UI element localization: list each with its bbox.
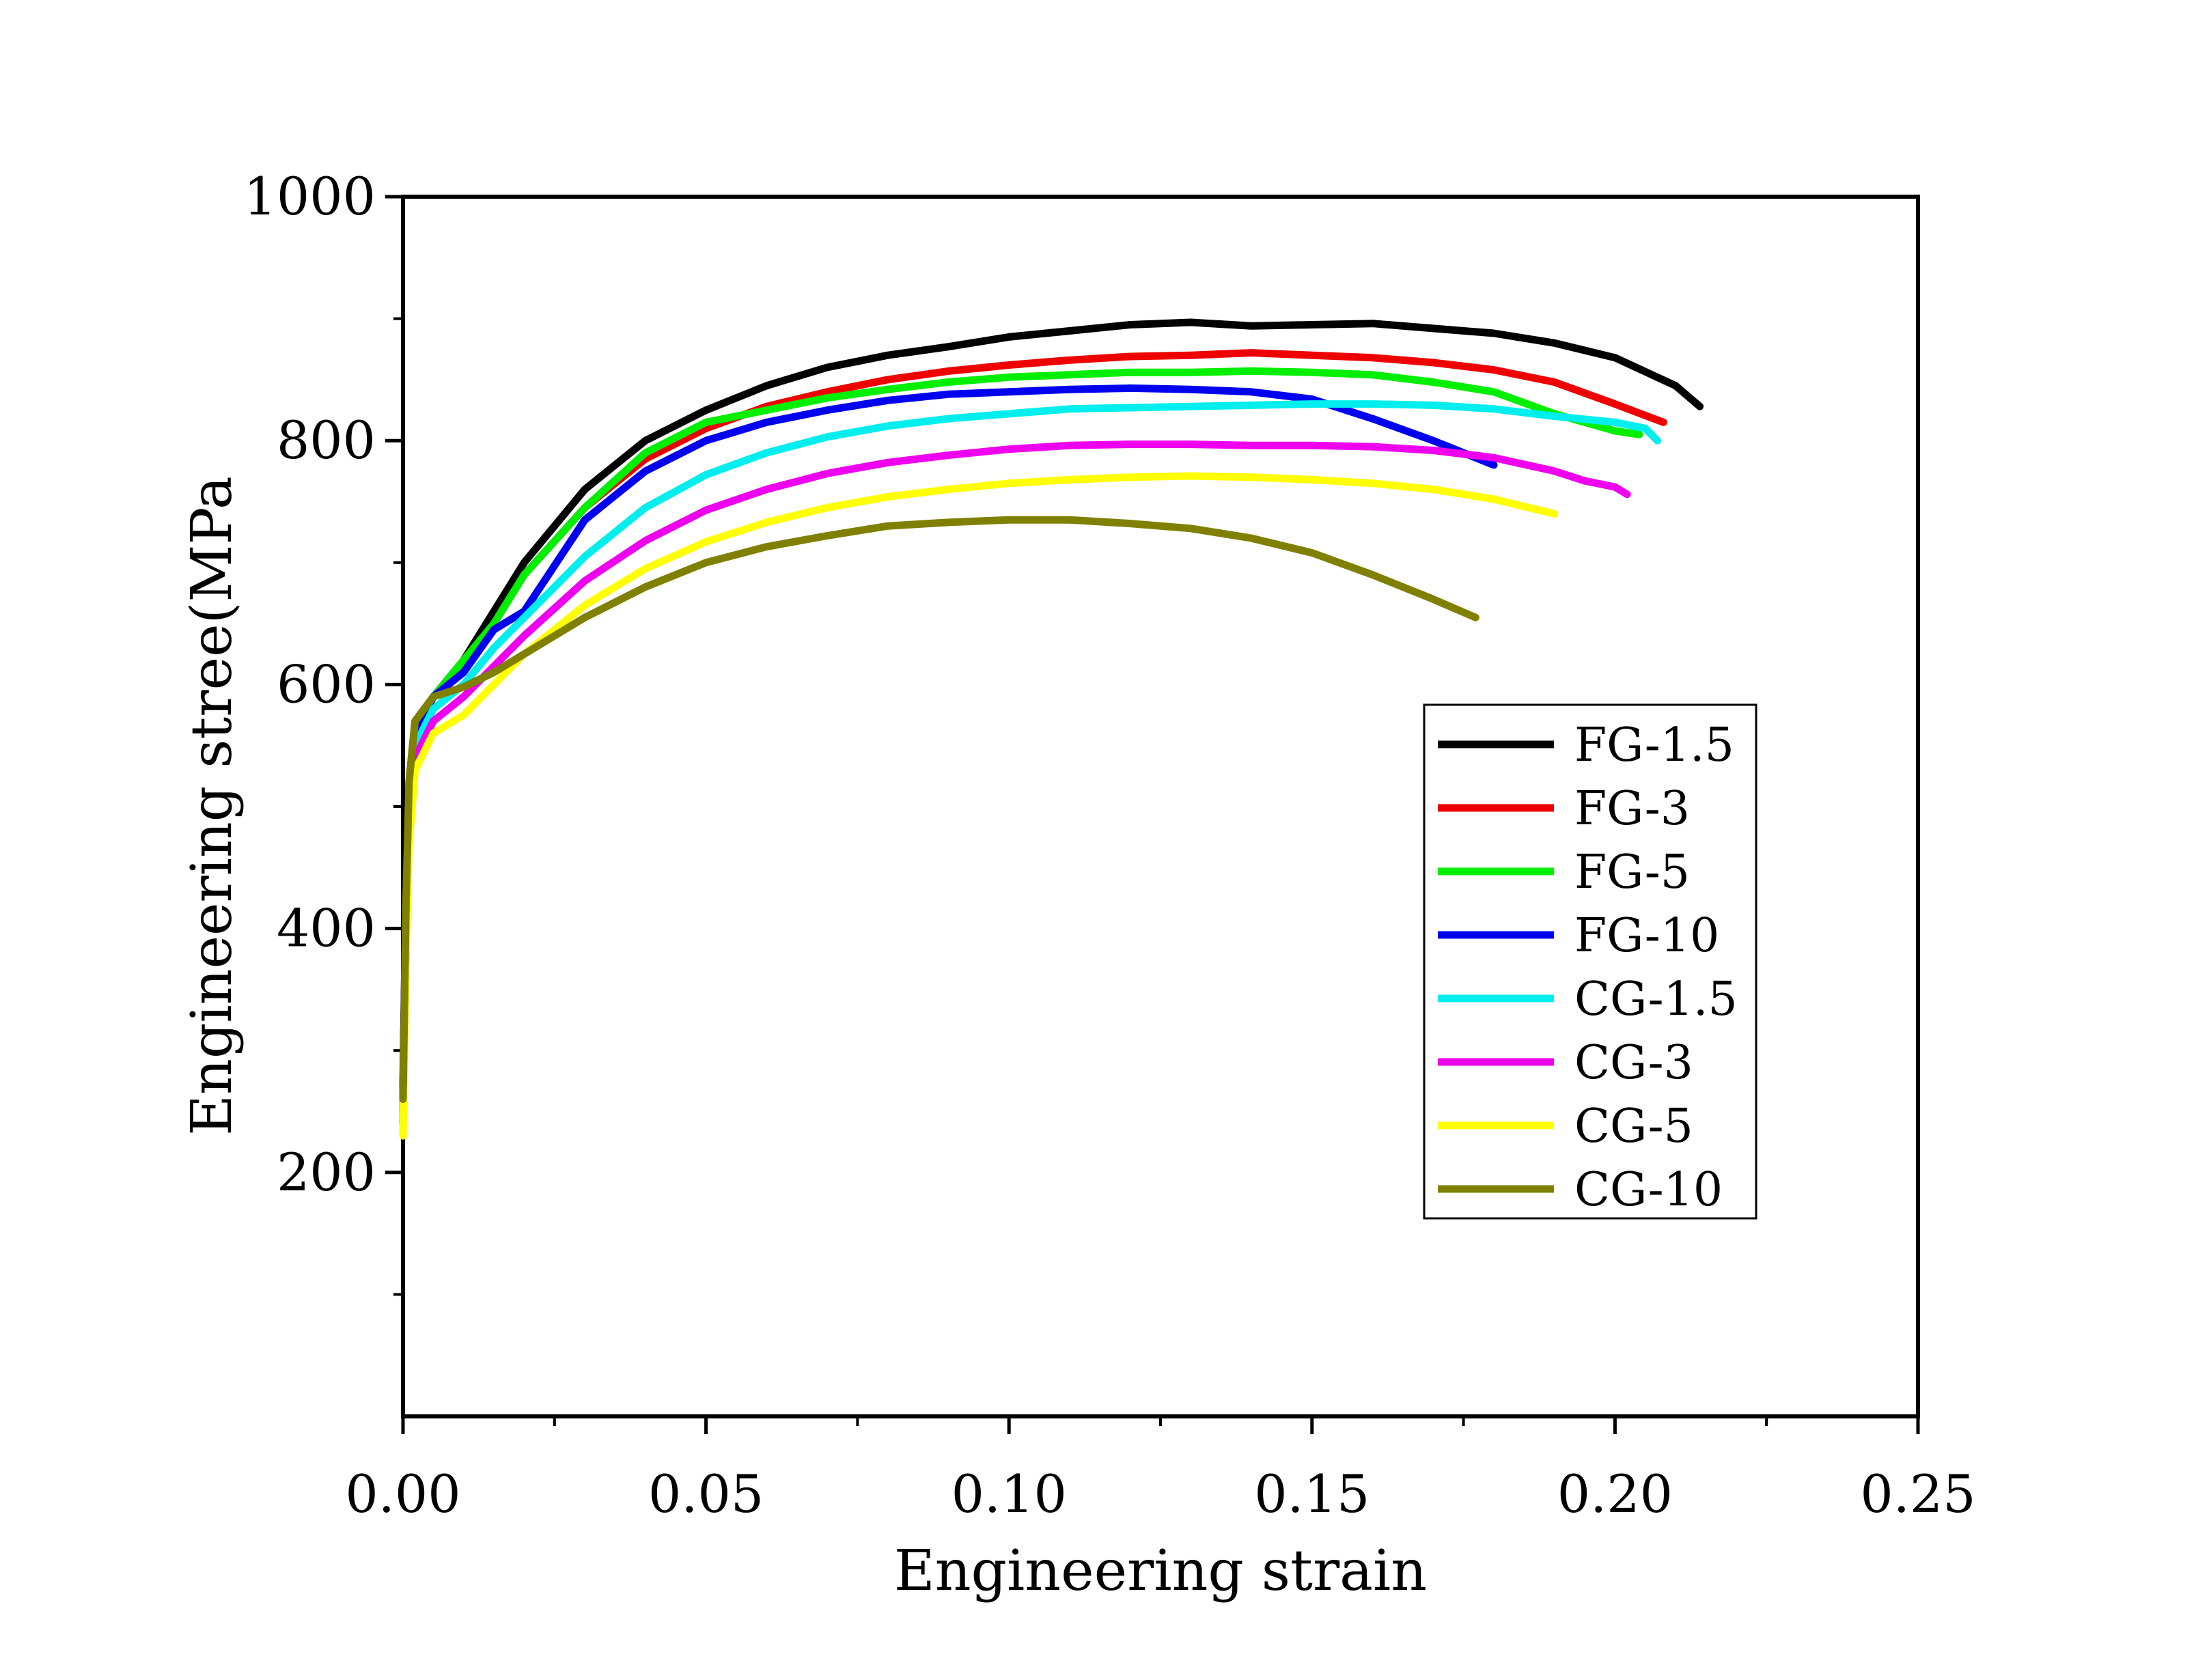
y-tick-label: 600: [277, 654, 376, 714]
legend-label: CG-10: [1574, 1163, 1723, 1217]
legend-label: CG-1.5: [1574, 972, 1738, 1026]
x-tick-label: 0.20: [1557, 1464, 1673, 1524]
legend: FG-1.5 FG-3 FG-5 FG-10 CG-1.5 CG-3 CG-5 CG-10: [1423, 703, 1757, 1220]
y-tick-label: 200: [277, 1142, 376, 1203]
y-tick-label: 1000: [244, 166, 376, 227]
series-layer: [399, 318, 1704, 1140]
legend-label: FG-1.5: [1574, 718, 1734, 772]
y-tick-label: 400: [277, 898, 376, 959]
x-tick-label: 0.15: [1254, 1464, 1370, 1524]
y-axis-title: Engineering stree(MPa: [180, 476, 245, 1136]
y-tick-label: 800: [277, 410, 376, 471]
series-line-cg-10: [399, 516, 1479, 1104]
legend-label: CG-5: [1574, 1100, 1693, 1153]
series-line-fg-10: [399, 384, 1498, 1104]
x-axis-title: Engineering strain: [894, 1539, 1427, 1604]
series-line-cg-5: [399, 472, 1559, 1140]
series-line-cg-1-5: [399, 400, 1661, 1115]
legend-label: CG-3: [1574, 1036, 1693, 1090]
x-tick-label: 0.05: [648, 1464, 764, 1524]
legend-label: FG-5: [1574, 845, 1690, 899]
x-tick-label: 0.10: [951, 1464, 1067, 1524]
x-tick-label: 0.00: [345, 1464, 460, 1524]
legend-label: FG-3: [1574, 782, 1690, 836]
y-axis: 200 400 600 800 1000: [244, 166, 403, 1296]
x-axis: 0.00 0.05 0.10 0.15 0.20 0.25: [345, 1416, 1976, 1524]
series-line-cg-3: [399, 440, 1631, 1128]
legend-frame: [1423, 703, 1757, 1220]
x-tick-label: 0.25: [1860, 1464, 1975, 1524]
legend-label: FG-10: [1574, 909, 1719, 963]
